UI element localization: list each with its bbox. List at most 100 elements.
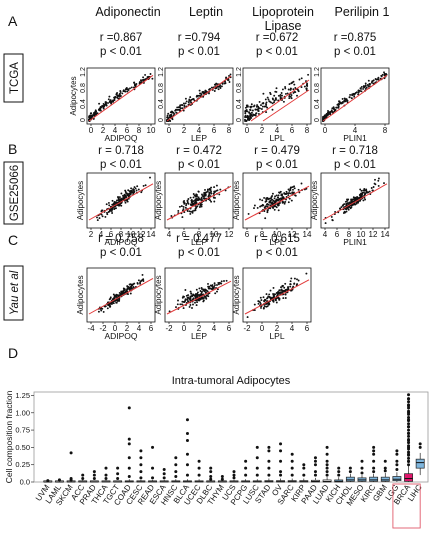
regression-line xyxy=(88,183,154,221)
outlier-point xyxy=(197,473,201,477)
data-point xyxy=(257,302,260,305)
outlier-point xyxy=(407,393,411,397)
data-point xyxy=(341,97,344,100)
y-tick-label: 0.4 xyxy=(236,99,243,109)
data-point xyxy=(123,291,126,294)
y-tick-label: 0.8 xyxy=(158,83,165,93)
data-point xyxy=(383,182,385,185)
x-tick-label: 8 xyxy=(260,230,265,239)
outlier-point xyxy=(185,463,189,467)
data-point xyxy=(285,190,288,193)
data-point xyxy=(305,84,308,87)
data-point xyxy=(174,108,177,111)
data-point xyxy=(182,307,185,310)
data-point xyxy=(265,197,268,200)
outlier-point xyxy=(127,437,131,441)
data-point xyxy=(256,104,259,107)
data-point xyxy=(330,109,333,112)
data-point xyxy=(257,110,260,112)
data-point xyxy=(199,203,202,206)
data-point xyxy=(303,85,306,88)
p-value: p < 0.01 xyxy=(100,247,142,259)
data-point xyxy=(219,87,222,89)
x-tick-label: 14 xyxy=(147,230,156,239)
outlier-point xyxy=(313,456,317,460)
outlier-point xyxy=(267,473,271,477)
data-point xyxy=(271,202,274,205)
data-point xyxy=(359,195,362,198)
y-tick-label: 1.2 xyxy=(236,67,243,77)
outlier-point xyxy=(372,452,376,456)
data-point xyxy=(140,279,143,282)
x-tick-label: 4 xyxy=(275,126,280,135)
data-point xyxy=(281,88,284,91)
outlier-point xyxy=(267,445,271,449)
data-point xyxy=(274,195,277,198)
outlier-point xyxy=(325,463,329,467)
data-point xyxy=(128,283,131,286)
data-point xyxy=(307,73,310,76)
y-tick-label: 1.00 xyxy=(15,408,30,417)
data-point xyxy=(189,96,192,99)
data-point xyxy=(288,95,291,98)
x-tick-label: 0 xyxy=(323,126,328,135)
x-tick-label: 4 xyxy=(197,126,202,135)
data-point xyxy=(207,285,210,288)
data-point xyxy=(180,205,183,208)
data-point xyxy=(364,82,367,85)
data-point xyxy=(115,301,118,304)
data-point xyxy=(187,300,190,303)
outlier-point xyxy=(244,473,248,477)
data-point xyxy=(262,296,265,299)
data-point xyxy=(345,208,348,211)
data-point xyxy=(360,90,363,93)
outlier-point xyxy=(279,459,283,463)
data-point xyxy=(194,297,197,299)
outlier-point xyxy=(174,463,178,467)
data-point xyxy=(333,110,336,113)
x-tick-label: 8 xyxy=(227,126,232,135)
data-point xyxy=(136,185,139,188)
y-tick-label: 0.25 xyxy=(15,460,30,469)
outlier-point xyxy=(290,473,294,477)
highlight-frame xyxy=(392,483,421,529)
data-point xyxy=(284,87,287,90)
outlier-point xyxy=(151,466,155,470)
x-tick-label: 0 xyxy=(167,126,172,135)
data-point xyxy=(364,87,367,90)
data-point xyxy=(273,208,276,211)
data-point xyxy=(289,95,292,98)
data-point xyxy=(277,94,280,97)
data-point xyxy=(265,293,268,296)
data-point xyxy=(283,192,286,195)
y-tick-label: 1.2 xyxy=(314,67,321,77)
data-point xyxy=(200,203,203,206)
x-tick-label: 0 xyxy=(260,324,265,333)
data-point xyxy=(294,91,297,94)
data-point xyxy=(191,210,194,213)
data-point xyxy=(245,104,248,107)
data-point xyxy=(139,281,142,284)
data-point xyxy=(214,292,217,295)
data-point xyxy=(347,202,349,205)
data-point xyxy=(192,297,195,300)
data-point xyxy=(331,219,334,221)
outlier-point xyxy=(407,438,411,442)
data-point xyxy=(277,209,280,212)
data-point xyxy=(352,196,355,199)
data-point xyxy=(284,293,287,296)
data-point xyxy=(169,114,172,117)
data-point xyxy=(144,78,147,81)
data-point xyxy=(111,199,114,202)
data-point xyxy=(360,85,363,88)
x-tick-label: 6 xyxy=(149,324,154,333)
data-point xyxy=(274,298,277,301)
outlier-point xyxy=(116,472,120,476)
data-point xyxy=(349,93,352,96)
data-point xyxy=(216,189,219,192)
data-point xyxy=(258,300,261,303)
data-point xyxy=(266,205,269,208)
data-point xyxy=(197,299,200,302)
data-point xyxy=(257,105,260,108)
data-point xyxy=(126,200,129,203)
